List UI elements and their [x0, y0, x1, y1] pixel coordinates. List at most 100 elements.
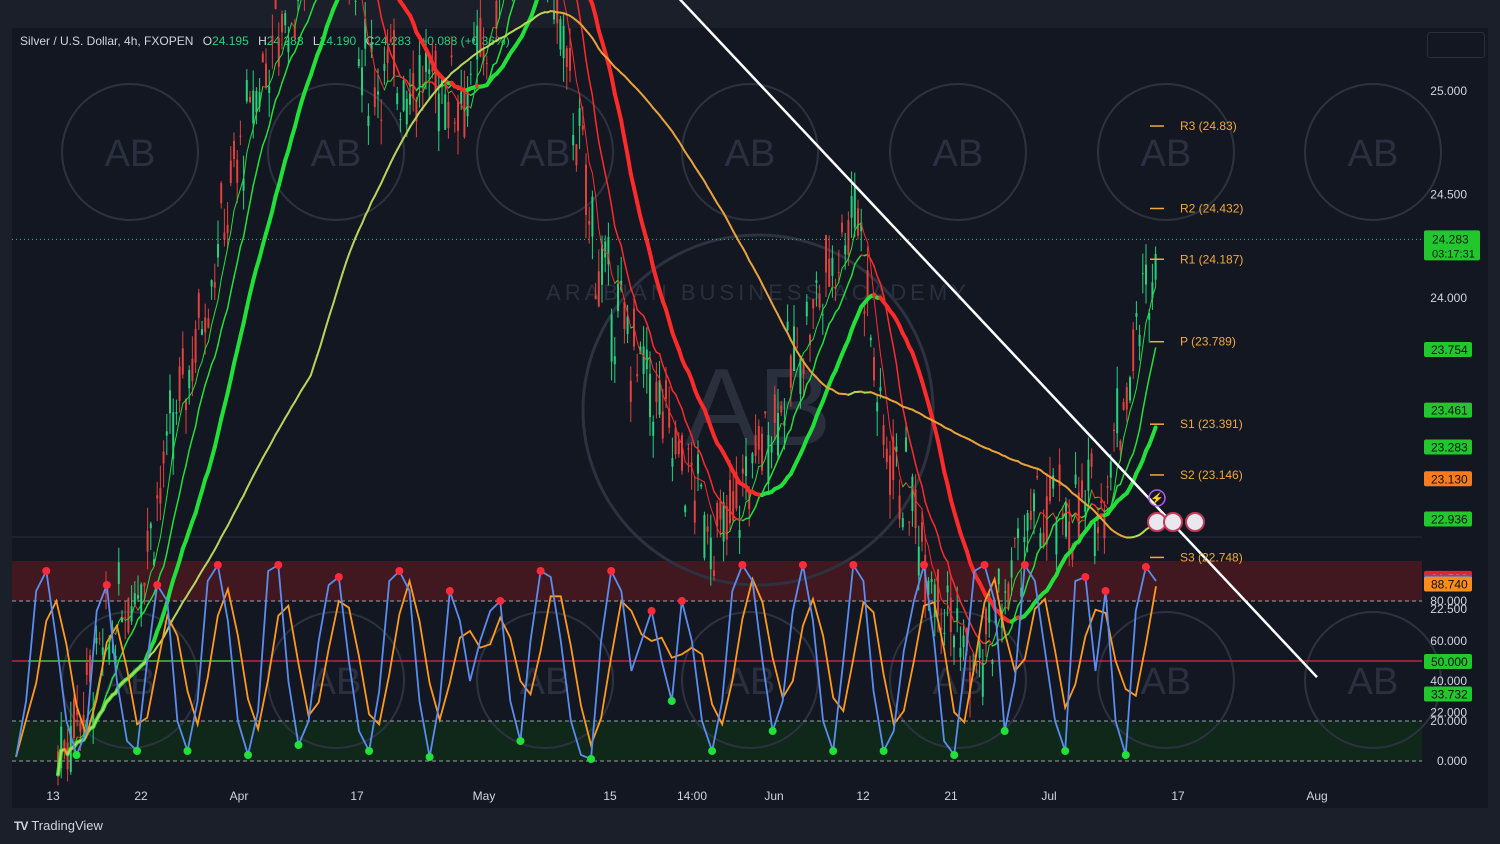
ma-fast-line — [159, 516, 165, 538]
ma-mid-line — [118, 652, 123, 662]
ma-fast-line — [886, 401, 891, 430]
candle-body — [1013, 537, 1016, 539]
watermark-seal-icon — [1304, 611, 1442, 749]
ma-fast-line — [710, 507, 715, 518]
ma-fast-line — [492, 26, 497, 29]
ma-long-line — [172, 612, 178, 620]
ma-long-line — [345, 252, 351, 264]
ma-mid-line — [380, 16, 386, 30]
candle-body — [281, 13, 283, 33]
ma-mid-line — [940, 548, 946, 558]
candle-body — [476, 25, 479, 60]
ma-long-line — [319, 333, 325, 347]
ma-mid-line — [178, 477, 184, 495]
ma-fast-line — [665, 402, 670, 413]
candle-body — [1068, 521, 1071, 551]
candle-body — [735, 472, 738, 509]
candle-body — [809, 335, 811, 346]
candle-body — [898, 495, 901, 520]
ma-mid-line — [879, 282, 885, 297]
candle-body — [770, 443, 773, 453]
ma-long-line — [373, 188, 379, 198]
ma-fast-line — [582, 112, 587, 138]
ma-fast-line — [771, 438, 776, 446]
candle-body — [82, 714, 85, 729]
ma-slow-line — [932, 425, 940, 443]
ma-mid-line — [873, 265, 878, 277]
ma-mid-line — [716, 495, 722, 502]
stoch-buy-dot — [950, 751, 959, 759]
lightning-glyph: ⚡ — [1150, 492, 1164, 505]
ma-fast-line — [835, 281, 840, 289]
ma-fast-line — [153, 550, 158, 568]
ma-fast-line — [457, 101, 462, 105]
stoch-sell-dot — [334, 573, 343, 581]
candle-body — [812, 299, 815, 309]
candle-body — [677, 440, 680, 455]
top-right-button[interactable] — [1427, 32, 1485, 58]
ma-fast-line — [262, 85, 267, 89]
ma-mid-line — [809, 369, 814, 381]
candle-body — [274, 0, 277, 9]
ma-fast-line — [259, 85, 264, 107]
ma-fast-line — [569, 35, 574, 58]
ma-fast-line — [422, 83, 427, 93]
ma-fast-line — [697, 477, 702, 481]
price-badge-value: 24.283 — [1432, 232, 1469, 246]
candle-body — [882, 425, 885, 445]
ma-mid-line — [764, 480, 770, 487]
ma-fast-line — [1033, 520, 1038, 531]
candle-body — [729, 479, 731, 524]
ma-fast-line — [860, 222, 865, 236]
candle-body — [1106, 486, 1109, 488]
watermark-seal-icon — [267, 83, 405, 221]
candle-body — [981, 662, 984, 697]
ma-fast-line — [179, 403, 184, 419]
osc-badge-bg — [1424, 576, 1472, 592]
ma-mid-line — [1014, 605, 1019, 617]
ma-mid-line — [473, 89, 478, 94]
candle-body — [601, 244, 603, 285]
candle-body — [98, 638, 101, 640]
ma-long-line — [729, 224, 735, 233]
ma-fast-line — [1123, 424, 1128, 439]
osc-badge-bg — [1424, 686, 1472, 702]
ma-mid-line — [962, 607, 968, 617]
ma-fast-line — [761, 458, 766, 467]
ma-long-line — [95, 713, 101, 722]
candle-body — [873, 357, 875, 381]
ma-mid-line — [812, 357, 818, 372]
candle-body — [265, 63, 267, 88]
candle-body — [642, 346, 645, 374]
ma-fast-line — [265, 84, 270, 89]
ma-long-line — [367, 200, 373, 211]
candle-body — [754, 435, 757, 456]
ma-fast-line — [483, 52, 488, 59]
ma-fast-line — [268, 76, 273, 86]
tradingview-brand[interactable]: TV TradingView — [14, 818, 103, 833]
ma-mid-line — [946, 560, 952, 577]
ma-fast-line — [211, 312, 216, 326]
candle-body — [946, 585, 949, 593]
ma-long-line — [265, 445, 271, 454]
candle-body — [885, 448, 888, 463]
candle-body — [409, 92, 411, 105]
ma-mid-line — [754, 496, 760, 508]
candle-body — [1148, 312, 1151, 320]
us-flag-icon — [1163, 512, 1183, 532]
ma-mid-line — [390, 53, 395, 62]
ma-mid-line — [706, 470, 712, 482]
ma-long-line — [226, 518, 232, 527]
ma-mid-line — [793, 407, 798, 418]
candle-body — [841, 222, 843, 233]
ma-fast-line — [463, 104, 469, 112]
candle-body — [1007, 583, 1010, 610]
ma-mid-line — [1084, 508, 1090, 517]
price-badge-bg — [1424, 341, 1472, 357]
ma-mid-line — [108, 677, 114, 690]
candle-body — [140, 584, 143, 617]
ma-mid-line — [681, 408, 686, 421]
candle-body — [1058, 464, 1061, 487]
ma-long-line — [741, 246, 747, 255]
